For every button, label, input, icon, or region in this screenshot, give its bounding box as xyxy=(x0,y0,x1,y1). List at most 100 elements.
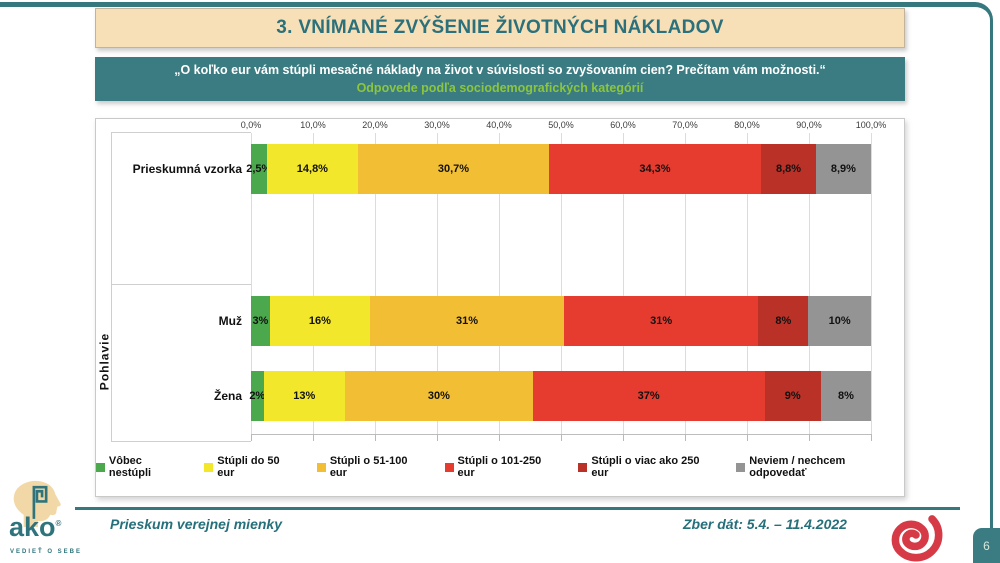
chart-area: Pohlavie Vôbec nestúpli Stúpli do 50 eur S… xyxy=(95,118,905,497)
bar-segment: 31% xyxy=(369,296,565,346)
bar-value-label: 31% xyxy=(456,315,479,327)
bar-value-label: 16% xyxy=(308,315,331,327)
legend-label: Vôbec nestúpli xyxy=(108,455,152,479)
gridline xyxy=(251,133,252,434)
banner-subtitle: Odpovede podľa sociodemografických kateg… xyxy=(356,80,644,95)
gridline xyxy=(747,133,748,434)
x-axis-tick-label: 70,0% xyxy=(672,120,698,130)
bar-segment: 2% xyxy=(249,371,266,421)
x-axis-tick-label: 100,0% xyxy=(855,120,887,130)
bar-value-label: 10% xyxy=(828,315,851,327)
bar-value-label: 9% xyxy=(784,390,801,402)
category-group-divider xyxy=(111,284,251,285)
bar-value-label: 31% xyxy=(650,315,673,327)
x-axis-tick-label: 10,0% xyxy=(300,120,326,130)
x-axis-tick xyxy=(871,434,872,441)
footer-divider xyxy=(75,507,960,510)
legend-item: Neviem / nechcem odpovedať xyxy=(736,455,904,479)
gridline xyxy=(375,133,376,434)
x-axis-tick xyxy=(685,434,686,441)
bar-segment: 14,8% xyxy=(266,144,359,194)
bar-row: 3% 16% 31% 31% 8% 10% xyxy=(251,296,871,346)
bar-value-label: 8% xyxy=(838,390,854,402)
slide-title: 3. VNÍMANÉ ZVÝŠENIE ŽIVOTNÝCH NÁKLADOV xyxy=(276,17,724,38)
x-axis-tick xyxy=(313,434,314,441)
gridline xyxy=(685,133,686,434)
gridline xyxy=(437,133,438,434)
x-axis-tick xyxy=(437,434,438,441)
legend-label: Stúpli o 51-100 eur xyxy=(329,455,408,479)
bar-segment: 3% xyxy=(251,296,270,346)
legend-swatch-icon xyxy=(444,462,454,472)
gridline xyxy=(313,133,314,434)
ako-logo-tagline: VEDIEŤ O SEBE xyxy=(10,549,83,555)
bar-value-label: 2,5% xyxy=(246,163,272,175)
question-banner: „O koľko eur vám stúpli mesačné náklady … xyxy=(95,57,905,101)
ako-logo xyxy=(8,480,78,563)
footer-left-text: Prieskum verejnej mienky xyxy=(110,516,282,532)
gridline xyxy=(561,133,562,434)
category-label: Prieskumná vzorka xyxy=(132,162,242,176)
x-axis-tick-label: 90,0% xyxy=(796,120,822,130)
x-axis-tick-label: 40,0% xyxy=(486,120,512,130)
bar-row: 2,5% 14,8% 30,7% 34,3% 8,8% 8,9% xyxy=(246,144,872,194)
category-label: Žena xyxy=(213,389,242,403)
chart-legend: Vôbec nestúpli Stúpli do 50 eur Stúpli o 5… xyxy=(96,455,904,479)
bar-segment: 10% xyxy=(808,296,871,346)
bar-value-label: 3% xyxy=(252,315,269,327)
bar-segment: 8,8% xyxy=(761,144,816,194)
legend-swatch-icon xyxy=(316,462,326,472)
legend-swatch-icon xyxy=(578,462,588,472)
x-axis-tick xyxy=(809,434,810,441)
legend-item: Vôbec nestúpli xyxy=(96,455,186,479)
x-axis-tick xyxy=(499,434,500,441)
bar-segment: 13% xyxy=(263,371,345,421)
footer-right-text: Zber dát: 5.4. – 11.4.2022 xyxy=(683,516,847,532)
bar-segment: 8% xyxy=(820,371,871,421)
x-axis-tick-label: 30,0% xyxy=(424,120,450,130)
legend-item: Stúpli o viac ako 250 eur xyxy=(578,455,718,479)
category-label: Muž xyxy=(218,314,242,328)
survey-question: „O koľko eur vám stúpli mesačné náklady … xyxy=(174,62,826,77)
page-number-badge: 6 xyxy=(973,528,1000,563)
legend-label: Stúpli do 50 eur xyxy=(217,455,280,479)
bar-value-label: 34,3% xyxy=(639,163,671,175)
legend-item: Stúpli o 101-250 eur xyxy=(444,455,561,479)
x-axis-tick xyxy=(747,434,748,441)
category-axis-line xyxy=(111,132,112,441)
legend-label: Neviem / nechcem odpovedať xyxy=(749,455,846,479)
bar-segment: 8% xyxy=(758,296,809,346)
category-group-divider xyxy=(111,441,251,442)
bar-value-label: 14,8% xyxy=(296,163,328,175)
bar-row: 2% 13% 30% 37% 9% 8% xyxy=(249,371,871,421)
bar-value-label: 30% xyxy=(427,390,450,402)
bar-segment: 9% xyxy=(764,371,821,421)
x-axis-tick xyxy=(623,434,624,441)
gridline xyxy=(871,133,872,434)
x-axis-tick xyxy=(375,434,376,441)
bar-segment: 30% xyxy=(344,371,533,421)
legend-swatch-icon xyxy=(96,462,105,472)
bar-value-label: 8,9% xyxy=(830,163,856,175)
bar-value-label: 30,7% xyxy=(437,163,470,175)
legend-item: Stúpli do 50 eur xyxy=(204,455,299,479)
bar-segment: 34,3% xyxy=(548,144,762,194)
bar-value-label: 2% xyxy=(249,390,266,402)
x-axis-tick xyxy=(561,434,562,441)
slide-title-bar: 3. VNÍMANÉ ZVÝŠENIE ŽIVOTNÝCH NÁKLADOV xyxy=(95,8,905,48)
ako-logo-wordmark: ako® xyxy=(9,512,62,542)
bar-value-label: 8% xyxy=(775,315,792,327)
page-number: 6 xyxy=(983,538,990,553)
legend-label: Stúpli o 101-250 eur xyxy=(457,455,542,479)
bar-segment: 30,7% xyxy=(358,144,549,194)
bar-value-label: 37% xyxy=(637,390,660,402)
x-axis-tick xyxy=(251,434,252,441)
bar-value-label: 8,8% xyxy=(776,163,802,175)
legend-label: Stúpli o viac ako 250 eur xyxy=(591,455,700,479)
x-axis-tick-label: 60,0% xyxy=(610,120,636,130)
gridline xyxy=(499,133,500,434)
category-group-divider xyxy=(111,132,251,133)
bar-segment: 2,5% xyxy=(246,144,271,194)
bar-segment: 31% xyxy=(564,296,759,346)
